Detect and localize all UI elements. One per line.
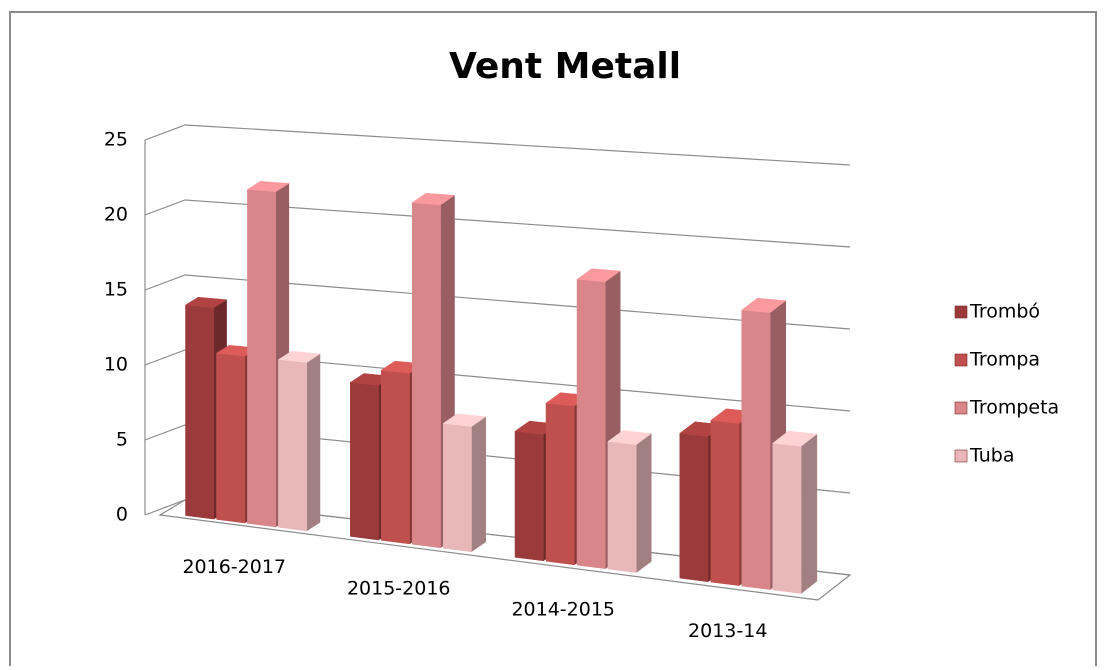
bar-front [185,304,215,520]
bar-front [247,189,277,528]
y-tick-label: 25 [104,129,128,151]
bar-front [679,433,709,582]
bar-top [184,296,228,308]
bar-front [576,279,606,569]
bar-front [710,420,740,586]
x-tick-label: 2014-2015 [511,599,615,621]
bar-front [772,443,802,594]
y-tick-label: 20 [104,204,128,226]
bar-top [411,192,456,206]
bar-front [514,431,544,562]
x-tick-label: 2016-2017 [182,556,286,578]
legend-swatch [954,401,968,415]
legend-swatch [954,353,968,367]
bar-top [772,430,818,447]
y-tick-label: 15 [104,279,128,301]
bar-side [471,416,486,553]
grid-line [144,349,851,412]
bar-side [306,353,321,532]
bar-top [576,268,621,283]
bar-front [741,309,771,590]
bar-top [442,413,487,427]
x-tick-label: 2013-14 [688,620,767,642]
legend-label: Tuba [969,445,1014,467]
y-tick-label: 10 [104,354,128,376]
legend-label: Trompeta [969,397,1059,419]
y-tick-label: 5 [116,429,128,451]
bar-front [380,369,410,545]
bar-front [411,202,441,549]
legend-swatch [954,449,968,463]
bar-side [636,433,652,574]
grid-line [144,199,851,248]
bar-front [278,359,308,532]
grid-line [144,124,851,166]
grid-line [144,274,851,330]
bar-top [277,350,321,363]
legend-swatch [954,305,968,319]
x-tick-label: 2015-2016 [347,577,451,599]
legend-label: Trompa [969,349,1040,371]
bar-front [607,441,637,573]
bar-front [216,352,246,524]
bar-side [800,433,818,595]
chart-frame [9,11,1097,670]
chart-title: Vent Metall [449,46,681,87]
bar-front [350,382,379,541]
bar-top [741,297,787,313]
bar-front [442,423,472,552]
bar-top [246,181,290,192]
legend-label: Trombó [969,301,1040,323]
y-tick-label: 0 [116,504,128,526]
bar-top [607,430,652,445]
bar-front [545,402,575,566]
